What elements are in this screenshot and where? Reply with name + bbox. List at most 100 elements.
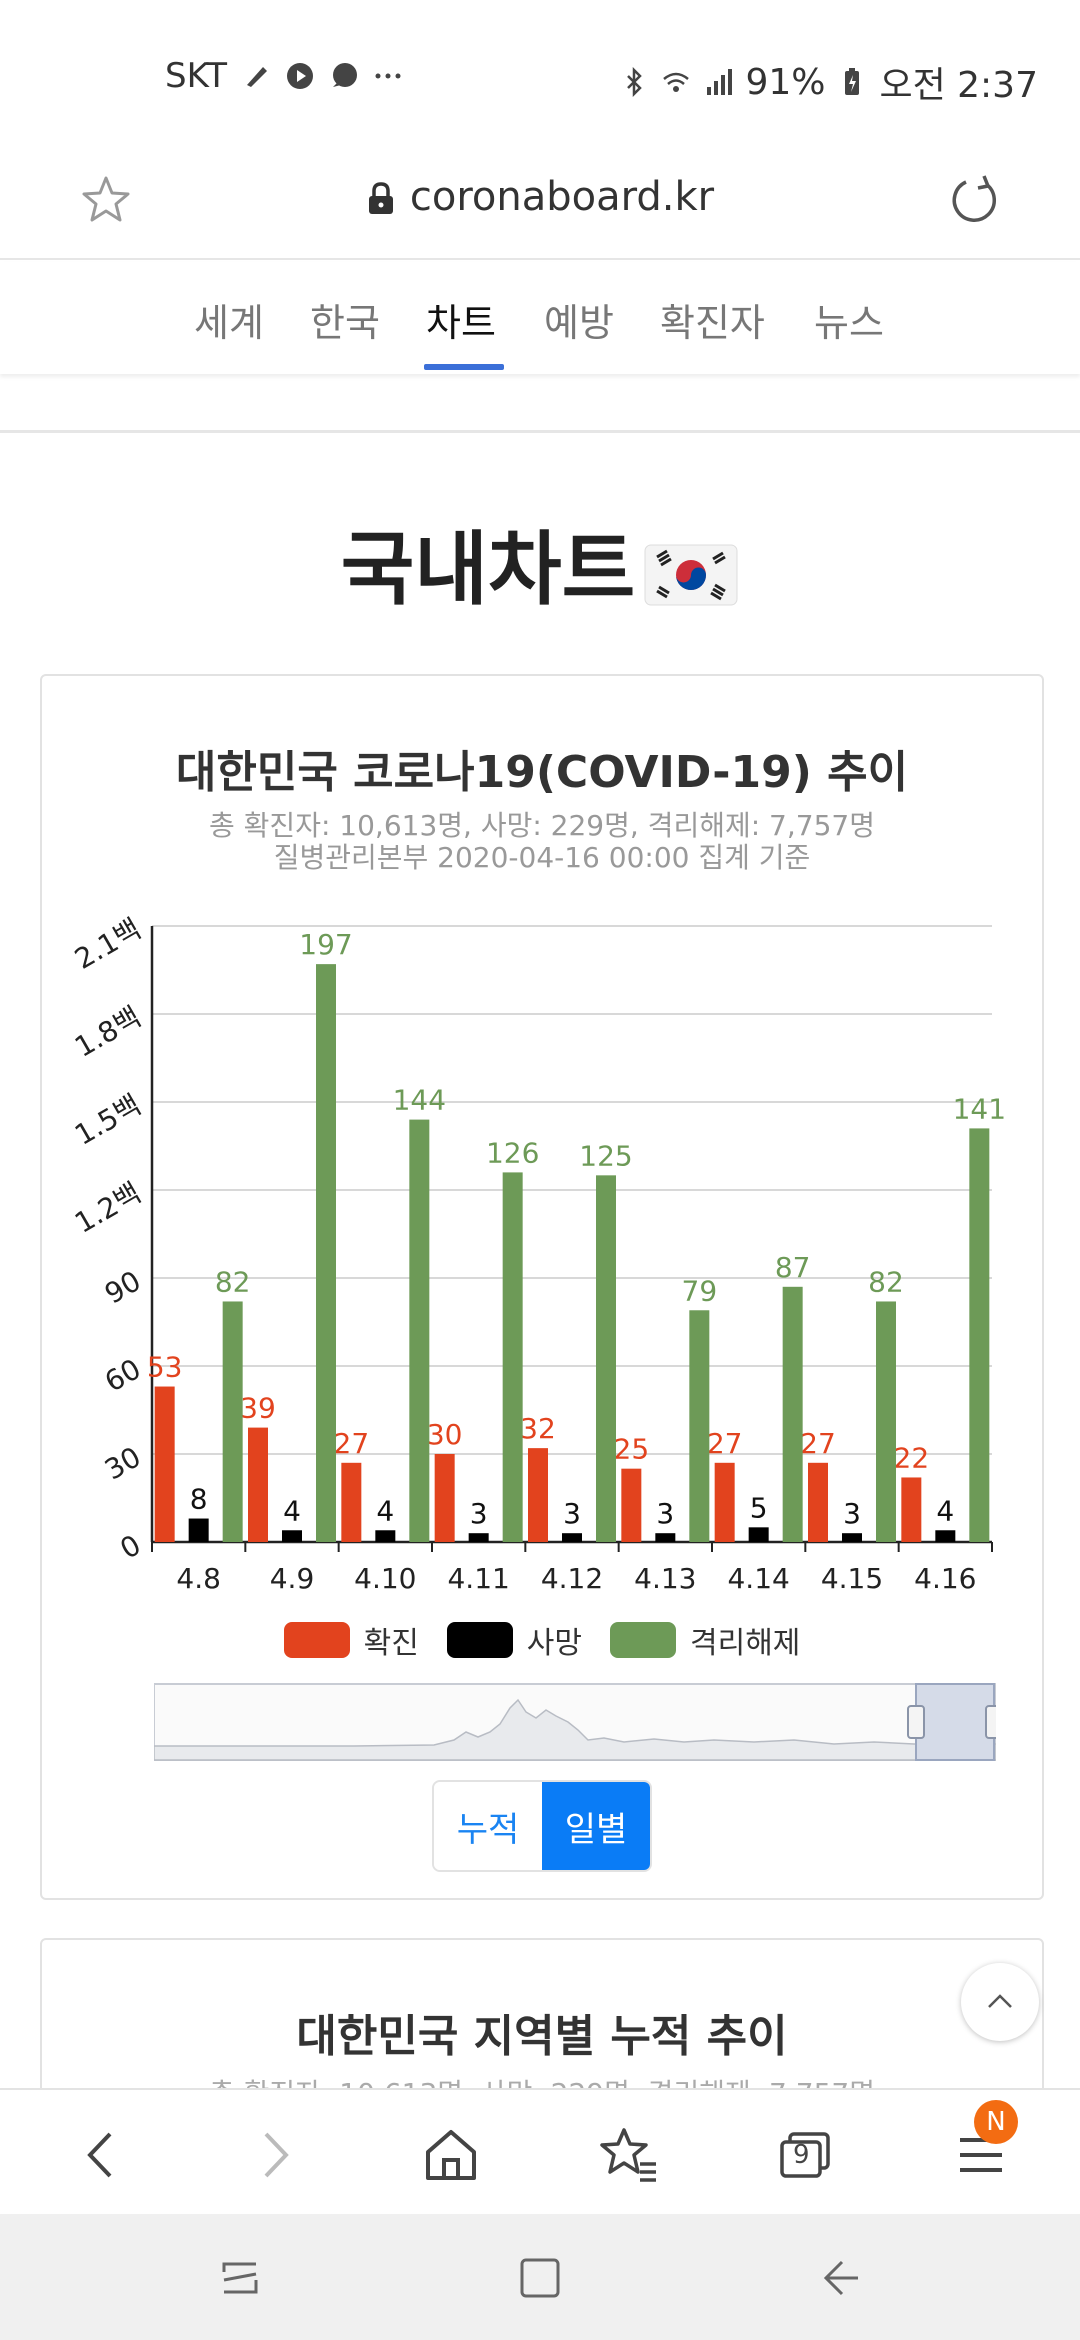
y-tick-label: 1.5백 (69, 1088, 146, 1152)
x-tick-label: 4.11 (447, 1562, 509, 1595)
bar-2 (316, 964, 336, 1542)
korea-flag-icon (644, 544, 738, 606)
bookmark-star-icon[interactable] (78, 172, 134, 228)
page-title-text: 국내차트 (340, 523, 636, 616)
active-tab-indicator (424, 364, 504, 370)
bar-0 (341, 1462, 362, 1542)
x-tick-label: 4.15 (821, 1562, 883, 1595)
y-tick-label: 1.2백 (69, 1176, 146, 1240)
system-nav-bar (0, 2214, 1080, 2340)
legend-swatch-confirmed (283, 1622, 350, 1658)
play-icon (287, 63, 314, 89)
bar-0 (434, 1454, 455, 1542)
navigator-left-handle[interactable] (907, 1705, 925, 1739)
legend-label-confirmed: 확진 (363, 1626, 419, 1661)
legend-item-released[interactable]: 격리해제 (610, 1618, 800, 1662)
chart-legend: 확진 사망 격리해제 (42, 1618, 1042, 1662)
x-tick-label: 4.13 (634, 1562, 696, 1595)
daily-toggle-button[interactable]: 일별 (542, 1782, 650, 1870)
bar-1 (468, 1533, 489, 1542)
bar-1 (562, 1533, 582, 1542)
tabs-button[interactable]: 9 (770, 2120, 840, 2190)
data-label: 4 (936, 1494, 954, 1527)
data-label: 5 (750, 1491, 768, 1524)
forward-icon[interactable] (240, 2120, 310, 2190)
bar-2 (876, 1301, 896, 1542)
site-nav-tabs: 세계 한국 차트 예방 확진자 뉴스 (0, 262, 1080, 374)
tab-news[interactable]: 뉴스 (814, 301, 884, 345)
recent-apps-icon[interactable] (212, 2250, 268, 2306)
data-label: 30 (427, 1418, 463, 1451)
bar-0 (154, 1386, 175, 1542)
y-tick-label: 60 (99, 1352, 146, 1398)
data-label: 27 (334, 1427, 370, 1460)
wifi-icon (663, 72, 690, 92)
bar-2 (689, 1310, 710, 1542)
data-label: 22 (894, 1441, 930, 1474)
data-label: 141 (953, 1092, 1006, 1125)
x-tick-label: 4.10 (354, 1562, 416, 1595)
url-bar: coronaboard.kr (0, 150, 1080, 260)
battery-percent: 91% (745, 61, 826, 103)
x-tick-label: 4.16 (914, 1562, 976, 1595)
data-label: 27 (800, 1427, 836, 1460)
tabs-icon (780, 2132, 830, 2178)
bar-1 (748, 1527, 769, 1542)
data-label: 144 (393, 1084, 446, 1117)
tab-chart[interactable]: 차트 (426, 301, 496, 345)
scroll-to-top-button[interactable] (961, 1963, 1039, 2041)
home-icon[interactable] (416, 2120, 486, 2190)
bar-2 (596, 1175, 616, 1542)
legend-swatch-deaths (446, 1622, 513, 1658)
lock-icon (368, 182, 393, 214)
regional-chart-title: 대한민국 지역별 누적 추이 (296, 2011, 788, 2062)
legend-item-deaths[interactable]: 사망 (446, 1618, 582, 1662)
data-label: 25 (614, 1433, 650, 1466)
navigator-right-handle[interactable] (985, 1705, 996, 1739)
data-label: 87 (775, 1251, 811, 1284)
x-tick-label: 4.14 (727, 1562, 789, 1595)
pen-icon (247, 67, 268, 87)
url-text: coronaboard.kr (409, 174, 715, 220)
chat-icon (333, 63, 358, 87)
chevron-up-icon (988, 1994, 1012, 2008)
bar-1 (842, 1533, 862, 1542)
chart-subtitle-totals: 총 확진자: 10,613명, 사망: 229명, 격리해제: 7,757명 (209, 809, 875, 842)
bar-0 (528, 1448, 548, 1542)
data-label: 3 (843, 1497, 861, 1530)
data-label: 125 (579, 1139, 632, 1172)
legend-swatch-released (610, 1622, 676, 1658)
legend-item-confirmed[interactable]: 확진 (283, 1618, 419, 1662)
bar-2 (409, 1119, 430, 1542)
data-label: 4 (376, 1494, 394, 1527)
cumulative-toggle-button[interactable]: 누적 (434, 1782, 542, 1870)
bar-0 (714, 1462, 735, 1542)
navigator-selection[interactable] (915, 1683, 995, 1761)
tab-patients[interactable]: 확진자 (660, 301, 765, 345)
chart-card: 대한민국 코로나19(COVID-19) 추이 총 확진자: 10,613명, … (40, 674, 1044, 1900)
bar-2 (222, 1301, 243, 1542)
bar-0 (901, 1477, 922, 1542)
chart-range-navigator[interactable] (154, 1682, 996, 1762)
data-label: 4 (283, 1494, 301, 1527)
tab-world[interactable]: 세계 (194, 301, 264, 345)
tab-prevention[interactable]: 예방 (544, 301, 614, 345)
y-tick-label: 1.8백 (69, 1000, 146, 1064)
home-nav-icon[interactable] (512, 2250, 568, 2306)
view-toggle: 누적 일별 (432, 1780, 652, 1872)
data-label: 3 (563, 1497, 581, 1530)
data-label: 3 (470, 1497, 488, 1530)
address-field[interactable]: coronaboard.kr (0, 174, 1080, 220)
back-nav-icon[interactable] (812, 2250, 868, 2306)
y-tick-label: 0 (115, 1528, 147, 1565)
status-bar: SKT 91% 오전 2:37 (0, 0, 1080, 150)
reload-icon[interactable] (946, 172, 1002, 228)
tab-korea[interactable]: 한국 (310, 301, 380, 345)
page-title: 국내차트 (0, 505, 1080, 621)
tabs-count: 9 (793, 2140, 810, 2170)
back-icon[interactable] (66, 2120, 136, 2190)
legend-label-released: 격리해제 (690, 1626, 801, 1661)
carrier-label: SKT (165, 56, 228, 96)
bookmarks-icon[interactable] (594, 2120, 664, 2190)
bar-2 (502, 1172, 523, 1542)
